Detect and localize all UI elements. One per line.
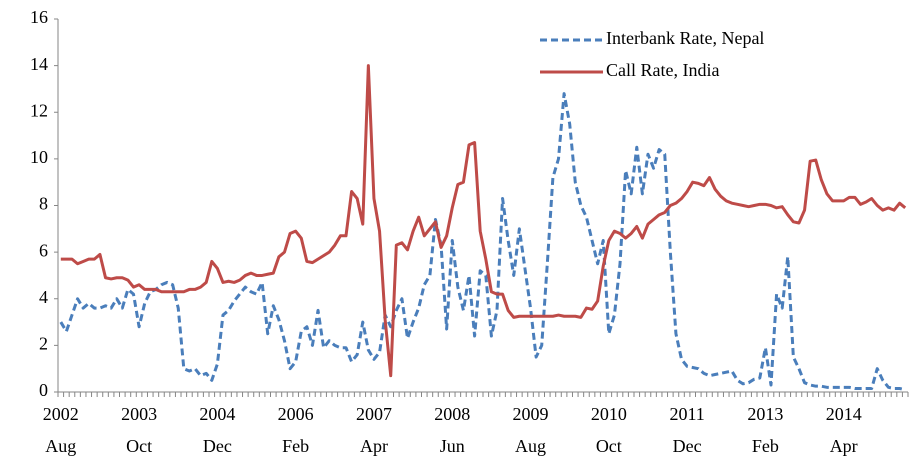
x-tick-label: 2006 Feb bbox=[277, 404, 314, 456]
series-line bbox=[59, 92, 906, 392]
y-tick-label: 2 bbox=[39, 334, 48, 354]
x-tick-label: 2008 Jun bbox=[434, 404, 471, 456]
y-tick-label: 12 bbox=[30, 100, 48, 120]
y-tick-label: 4 bbox=[39, 287, 48, 307]
y-tick-label: 6 bbox=[39, 240, 48, 260]
x-tick-label: 2010 Oct bbox=[590, 404, 627, 456]
x-tick-label: 2002 Aug bbox=[42, 404, 79, 456]
y-tick-label: 0 bbox=[39, 380, 48, 400]
x-tick-label: 2004 Dec bbox=[199, 404, 236, 456]
y-tick-label: 8 bbox=[39, 194, 48, 214]
legend-label: Call Rate, India bbox=[606, 60, 719, 80]
x-tick-label: 2014 Apr bbox=[825, 404, 862, 456]
y-tick-label: 14 bbox=[30, 54, 48, 74]
x-tick-label: 2007 Apr bbox=[355, 404, 392, 456]
x-tick-label: 2009 Aug bbox=[512, 404, 549, 456]
series-line bbox=[60, 64, 907, 378]
x-tick-label: 2011 Dec bbox=[669, 404, 705, 456]
y-tick-label: 16 bbox=[30, 7, 48, 27]
x-tick-label: 2003 Oct bbox=[121, 404, 158, 456]
y-tick-label: 10 bbox=[30, 147, 48, 167]
legend-label: Interbank Rate, Nepal bbox=[606, 28, 764, 48]
x-tick-label: 2013 Feb bbox=[747, 404, 784, 456]
